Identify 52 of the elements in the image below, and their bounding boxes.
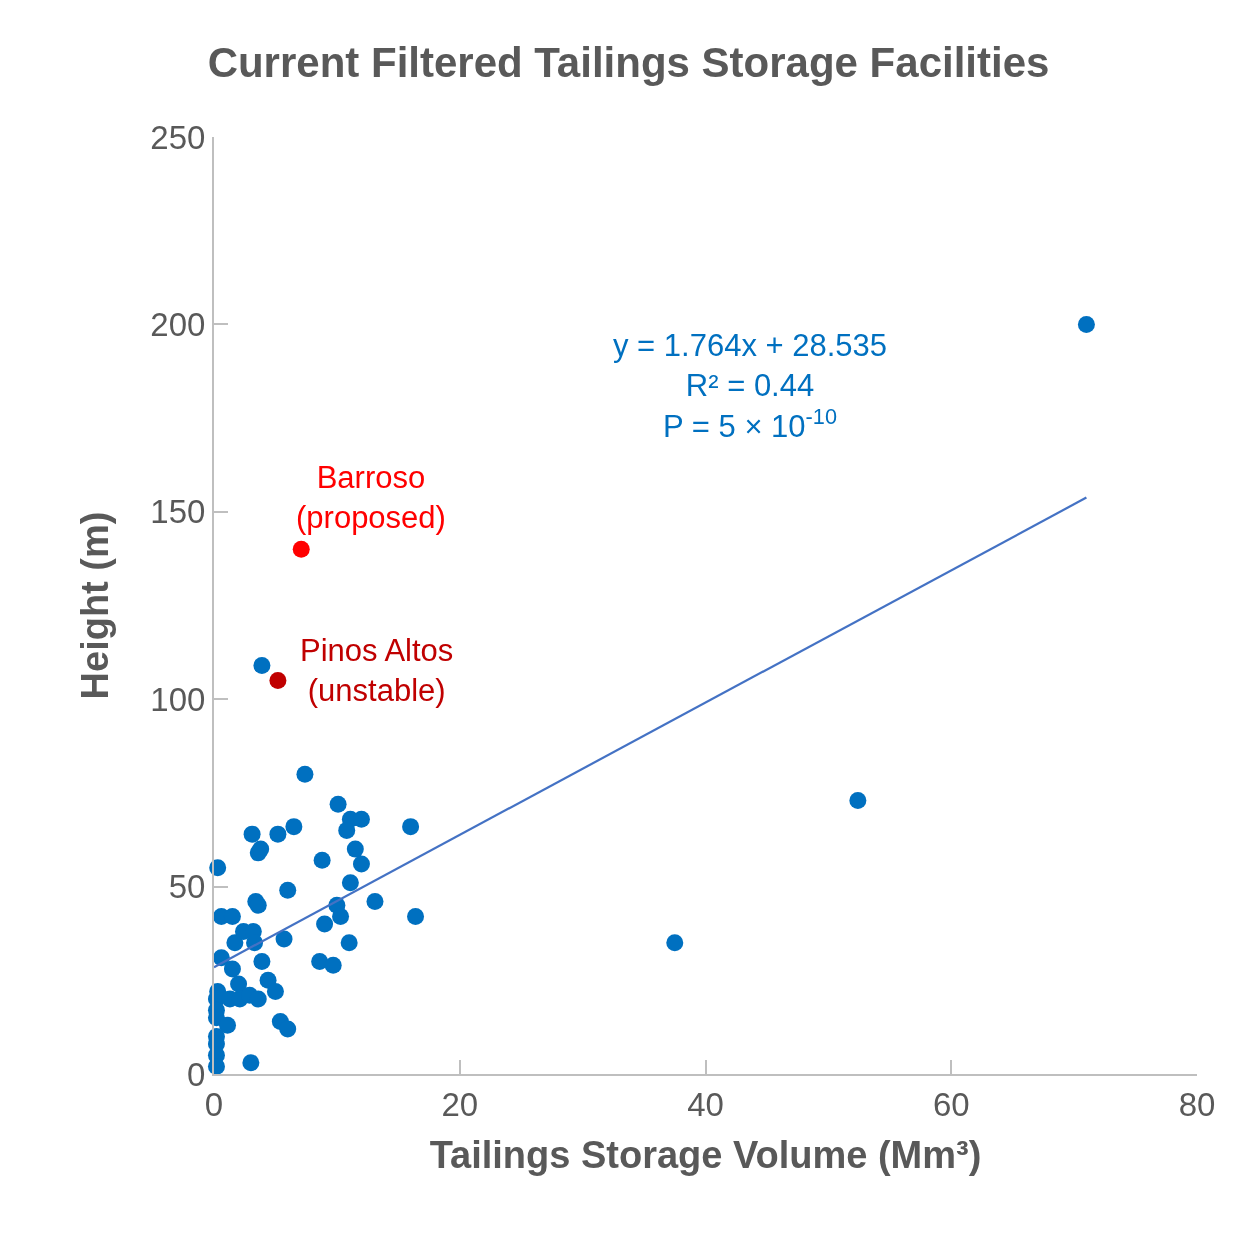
point xyxy=(407,908,425,926)
x-tick-label: 80 xyxy=(1178,1085,1216,1123)
point xyxy=(296,765,314,783)
x-axis-title: Tailings Storage Volume (Mm³) xyxy=(429,1134,982,1177)
y-tick-label: 0 xyxy=(187,1055,206,1093)
y-tick-label: 250 xyxy=(150,118,206,156)
point xyxy=(285,818,303,836)
x-tick-label: 60 xyxy=(932,1085,970,1123)
point xyxy=(275,930,293,948)
point xyxy=(366,893,384,911)
point xyxy=(243,825,261,843)
point xyxy=(253,953,271,971)
point xyxy=(219,1016,237,1034)
point xyxy=(252,840,270,858)
point xyxy=(249,990,267,1008)
point xyxy=(402,818,420,836)
point xyxy=(849,791,867,809)
annotation: Barroso (proposed) xyxy=(296,460,446,536)
point xyxy=(329,795,347,813)
point xyxy=(332,908,350,926)
point xyxy=(226,934,244,952)
point xyxy=(313,851,331,869)
point xyxy=(279,1020,297,1038)
annotation: Pinos Altos (unstable) xyxy=(300,633,454,709)
annotation: y = 1.764x + 28.535 R² = 0.44 P = 5 × 10$^{-10}$ xyxy=(613,328,888,444)
point xyxy=(338,821,356,839)
y-tick-label: 100 xyxy=(150,680,206,718)
point xyxy=(324,956,342,974)
point xyxy=(279,881,297,899)
point xyxy=(341,874,359,892)
point xyxy=(242,1054,260,1072)
y-tick-label: 150 xyxy=(150,493,206,531)
x-tick-label: 20 xyxy=(441,1085,479,1123)
point xyxy=(223,960,241,978)
point xyxy=(666,934,684,952)
point xyxy=(340,934,358,952)
point xyxy=(346,840,364,858)
point xyxy=(1077,315,1095,333)
point xyxy=(292,540,310,558)
y-tick-label: 200 xyxy=(150,305,206,343)
x-tick-label: 40 xyxy=(687,1085,724,1123)
point xyxy=(316,915,334,933)
y-axis-title: Height (m) xyxy=(74,511,117,700)
y-tick-label: 50 xyxy=(168,868,206,906)
point xyxy=(266,983,284,1001)
point xyxy=(230,975,248,993)
point xyxy=(269,671,287,689)
point xyxy=(311,953,329,971)
point xyxy=(269,825,287,843)
point xyxy=(253,656,271,674)
point xyxy=(352,855,370,873)
chart-title: Current Filtered Tailings Storage Facilities xyxy=(207,39,1050,87)
